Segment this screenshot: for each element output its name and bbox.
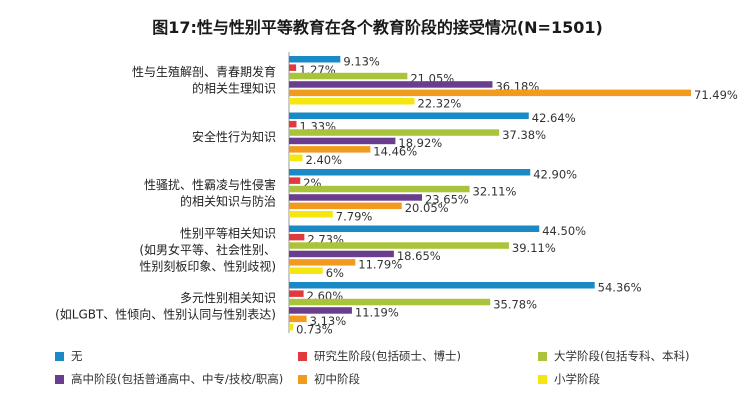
data-label: 54.36% [598, 281, 642, 295]
data-label: 9.13% [343, 55, 380, 69]
bar [289, 154, 303, 161]
legend-label: 高中阶段(包括普通高中、中专/技校/职高) [71, 372, 284, 386]
legend-swatch [538, 352, 547, 361]
legend-label: 无 [71, 349, 83, 363]
data-label: 11.19% [355, 306, 399, 320]
legend-swatch [298, 375, 307, 384]
data-label: 0.73% [296, 323, 333, 337]
legend-label: 研究生阶段(包括硕士、博士) [314, 349, 461, 363]
data-label: 11.79% [358, 258, 402, 272]
legend-item-none: 无 [55, 348, 83, 364]
legend-label: 大学阶段(包括专科、本科) [554, 349, 690, 363]
category-label: 的相关生理知识 [192, 81, 276, 96]
legend-label: 初中阶段 [314, 372, 360, 386]
bar [289, 307, 352, 314]
bar [289, 298, 491, 306]
bar [289, 81, 493, 88]
category-label: 的相关知识与防治 [180, 194, 276, 209]
legend-swatch [298, 352, 307, 361]
category-label: 性别平等相关知识 [180, 226, 276, 240]
bar [289, 194, 422, 201]
bar [289, 56, 341, 63]
bar [289, 225, 540, 232]
bar [289, 242, 509, 249]
bar [289, 315, 307, 323]
bar [289, 211, 333, 218]
legend-item-graduate: 研究生阶段(包括硕士、博士) [298, 348, 461, 364]
bar [289, 89, 691, 97]
legend-label: 小学阶段 [554, 372, 600, 386]
data-label: 18.92% [398, 136, 442, 150]
legend-swatch [55, 352, 64, 361]
data-label: 44.50% [542, 224, 586, 238]
data-label: 22.32% [418, 97, 462, 111]
bar [289, 185, 470, 193]
legend-item-high-school: 高中阶段(包括普通高中、中专/技校/职高) [55, 371, 283, 387]
data-label: 37.38% [502, 128, 546, 142]
category-label: 性别刻板印象、性别歧视) [139, 258, 276, 273]
category-label: (如男女平等、社会性别、 [139, 242, 276, 257]
data-label: 42.64% [532, 111, 576, 125]
bar [289, 129, 500, 136]
data-label: 39.11% [512, 241, 556, 255]
data-label: 3.13% [310, 314, 347, 328]
bar [289, 120, 297, 128]
chart-title: 图17:性与性别平等教育在各个教育阶段的接受情况(N=1501) [152, 18, 603, 37]
bar [289, 169, 531, 176]
category-label: 性骚扰、性霸凌与性侵害 [144, 177, 276, 192]
bar [289, 177, 301, 184]
bar [289, 267, 323, 274]
category-label: 性与生殖解剖、青春期发育 [132, 64, 276, 79]
bar [289, 290, 304, 297]
bar [289, 202, 402, 210]
legend-item-middle-school: 初中阶段 [298, 371, 360, 387]
bar [289, 282, 595, 289]
data-label: 42.90% [533, 168, 577, 182]
data-label: 32.11% [473, 184, 517, 198]
legend-item-university: 大学阶段(包括专科、本科) [538, 348, 689, 364]
bar [289, 324, 294, 331]
category-label: 安全性行为知识 [192, 129, 276, 144]
data-label: 71.49% [694, 88, 738, 102]
legend-swatch [538, 375, 547, 384]
bar [289, 146, 371, 153]
bar [289, 137, 396, 145]
data-label: 20.05% [405, 201, 449, 215]
data-label: 6% [326, 266, 344, 280]
bar [289, 259, 356, 266]
data-label: 23.65% [425, 193, 469, 207]
data-label: 18.65% [397, 249, 441, 263]
data-label: 14.46% [373, 145, 417, 159]
bar-chart: 性与生殖解剖、青春期发育的相关生理知识9.13%1.27%21.05%36.18… [55, 52, 738, 337]
bar [289, 98, 415, 105]
data-label: 2.40% [305, 153, 342, 167]
legend-swatch [55, 375, 64, 384]
bar [289, 233, 305, 241]
bar [289, 64, 297, 71]
data-label: 7.79% [336, 210, 373, 224]
bar [289, 112, 529, 119]
category-label: (如LGBT、性倾向、性别认同与性别表达) [55, 307, 276, 322]
legend-item-primary-school: 小学阶段 [538, 371, 600, 387]
bar [289, 72, 408, 80]
data-label: 35.78% [493, 297, 537, 311]
bar [289, 250, 394, 258]
category-label: 多元性别相关知识 [180, 291, 276, 305]
